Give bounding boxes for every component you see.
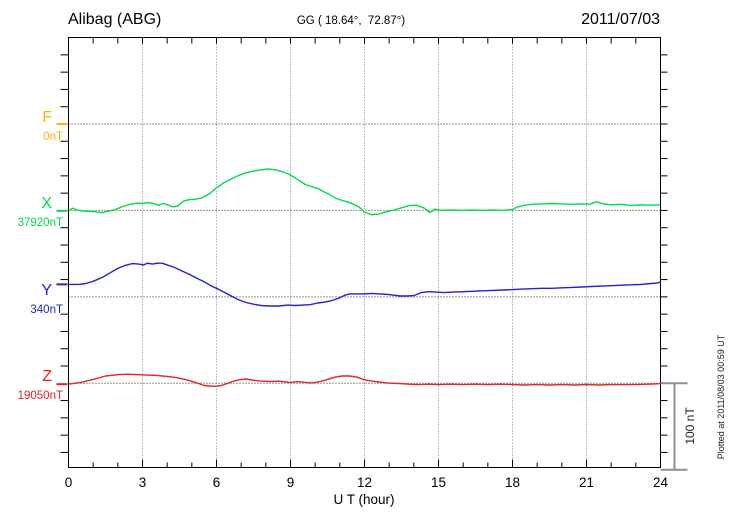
component-label-x: X [41,195,52,213]
component-label-z: Z [42,368,52,386]
scale-bar-label: 100 nT [683,407,697,445]
x-tick-label-24: 24 [652,475,669,490]
x-axis-title: U T (hour) [333,492,395,507]
observatory-coordinates: GG ( 18.64°, 72.87°) [296,15,406,27]
x-tick-label-3: 3 [138,475,147,490]
plot-date: 2011/07/03 [581,11,660,28]
component-baseline-value-f: 0nT [43,131,63,143]
station-name: Alibag (ABG) [68,11,162,28]
x-tick-label-21: 21 [578,475,595,490]
component-label-y: Y [41,281,52,299]
x-tick-label-12: 12 [356,475,373,490]
x-tick-label-0: 0 [64,475,73,490]
x-tick-label-15: 15 [430,475,447,490]
plot-frame [68,37,661,468]
plotted-note: Plotted at 2011/08/03 00:59 UT [716,334,726,460]
x-tick-label-18: 18 [504,475,521,490]
component-baseline-value-x: 37920nT [17,217,63,230]
x-tick-label-9: 9 [286,475,295,490]
trace-y [67,262,662,307]
x-tick-label-6: 6 [212,475,221,490]
component-label-f: F [42,109,52,126]
trace-z [67,373,662,387]
component-baseline-value-z: 19050nT [17,390,63,403]
component-baseline-value-y: 340nT [30,303,63,316]
trace-x [67,168,662,216]
